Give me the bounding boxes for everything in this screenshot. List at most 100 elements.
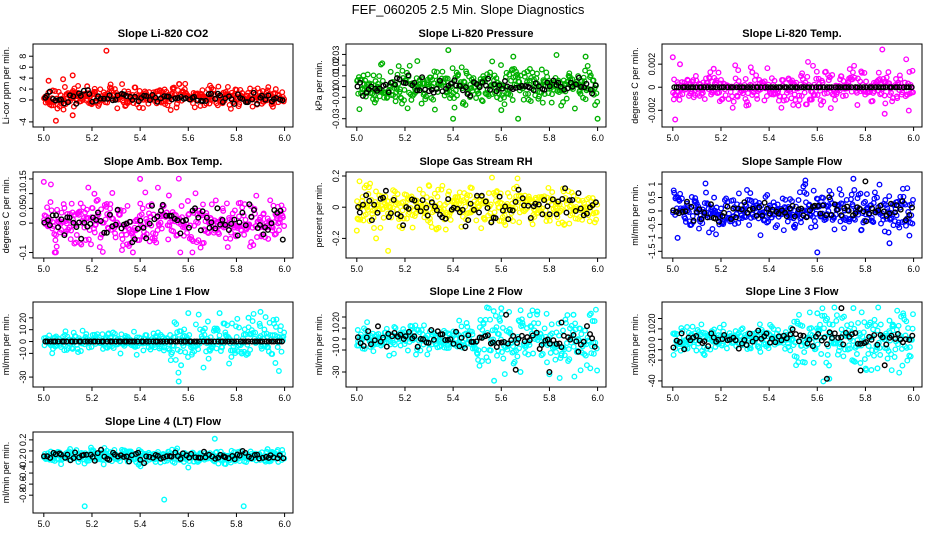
data-point xyxy=(182,80,189,87)
x-tick-label: 5.6 xyxy=(811,264,824,274)
data-point xyxy=(594,98,601,105)
data-point xyxy=(877,202,884,209)
data-point xyxy=(240,338,247,345)
data-point xyxy=(424,351,431,358)
data-point xyxy=(142,189,149,196)
data-point xyxy=(281,329,288,336)
data-point xyxy=(115,221,122,228)
data-point xyxy=(431,106,438,113)
data-point xyxy=(132,84,139,91)
data-point xyxy=(188,338,195,345)
data-point xyxy=(119,81,126,88)
data-point xyxy=(200,201,206,208)
data-point xyxy=(262,314,269,321)
data-point xyxy=(84,338,91,345)
data-point xyxy=(58,216,65,223)
data-point xyxy=(543,310,550,317)
data-point xyxy=(882,84,889,91)
x-tick-label: 6.0 xyxy=(278,264,291,274)
data-point xyxy=(103,47,110,54)
data-point xyxy=(424,212,431,219)
data-point xyxy=(163,209,170,216)
y-tick-label: 0 xyxy=(331,84,341,89)
data-point xyxy=(364,319,371,326)
data-point xyxy=(250,206,257,213)
data-point xyxy=(525,202,532,209)
y-tick-label: 0 xyxy=(647,85,657,90)
panel-title: Slope Line 4 (LT) Flow xyxy=(105,416,221,428)
x-tick-label: 5.4 xyxy=(447,264,460,274)
data-point xyxy=(572,207,579,214)
data-point xyxy=(809,84,816,91)
y-tick-label: 0 xyxy=(647,337,657,342)
data-point xyxy=(223,200,230,207)
data-point xyxy=(746,206,753,213)
data-point xyxy=(173,321,180,327)
data-point xyxy=(885,229,892,236)
data-point xyxy=(820,202,827,209)
data-point xyxy=(81,219,88,226)
data-point xyxy=(391,341,398,348)
data-point xyxy=(46,332,53,339)
points xyxy=(670,304,916,385)
data-point xyxy=(70,219,77,226)
data-point xyxy=(239,95,246,102)
data-point xyxy=(275,368,282,374)
x-tick-label: 5.2 xyxy=(399,133,412,143)
data-point xyxy=(73,232,80,238)
data-point xyxy=(49,350,56,357)
data-point xyxy=(549,189,556,196)
data-point xyxy=(836,186,843,193)
data-point xyxy=(143,235,150,242)
data-point xyxy=(449,65,456,72)
data-point xyxy=(860,200,867,207)
data-point xyxy=(892,209,899,216)
data-point xyxy=(796,311,802,318)
data-point xyxy=(692,195,699,202)
data-point xyxy=(735,345,742,352)
data-point xyxy=(547,349,554,356)
data-point xyxy=(713,231,719,238)
data-point xyxy=(548,99,555,106)
data-point xyxy=(826,194,833,201)
data-point xyxy=(143,215,150,222)
data-point xyxy=(850,305,857,312)
data-point xyxy=(670,207,677,214)
y-tick-label: 0.02 xyxy=(331,56,341,74)
data-point xyxy=(473,217,480,224)
data-point xyxy=(442,226,449,233)
data-point xyxy=(276,219,283,226)
data-point xyxy=(894,307,901,314)
data-point xyxy=(563,95,570,102)
data-point xyxy=(467,200,474,207)
data-point xyxy=(445,47,452,54)
data-point xyxy=(794,84,801,91)
data-point xyxy=(690,217,697,224)
y-tick-label: 10 xyxy=(647,324,657,334)
data-point xyxy=(100,461,107,468)
data-point xyxy=(106,92,113,99)
data-point xyxy=(491,209,498,216)
y-tick-label: 20 xyxy=(331,312,341,322)
data-point xyxy=(88,241,94,248)
data-point xyxy=(562,185,569,192)
data-point xyxy=(735,78,742,85)
data-point xyxy=(820,195,827,201)
data-point xyxy=(439,68,446,75)
x-tick-label: 5.6 xyxy=(182,133,195,143)
data-point xyxy=(735,67,742,74)
data-point xyxy=(373,96,379,103)
data-point xyxy=(589,195,596,202)
data-point xyxy=(257,308,264,315)
data-point xyxy=(249,96,256,103)
data-point xyxy=(46,222,53,229)
data-point xyxy=(250,242,257,248)
data-point xyxy=(205,355,212,362)
data-point xyxy=(701,84,708,91)
data-point xyxy=(165,192,172,199)
data-point xyxy=(279,214,286,221)
data-point xyxy=(259,92,266,99)
data-point xyxy=(101,229,108,236)
data-point xyxy=(555,220,562,227)
